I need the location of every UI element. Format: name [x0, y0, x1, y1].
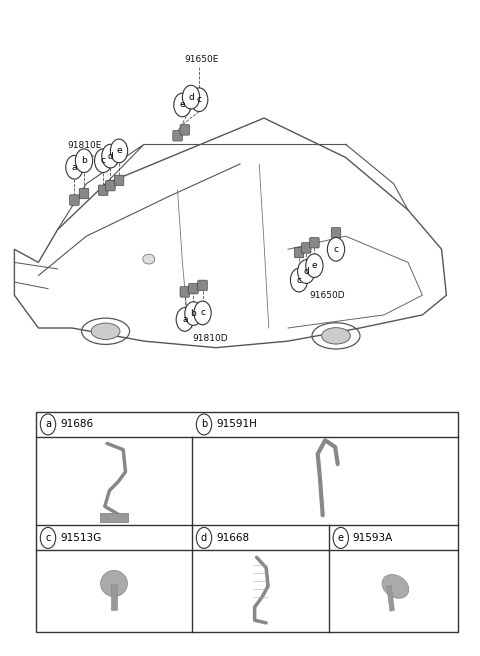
Circle shape	[306, 254, 323, 277]
Text: a: a	[182, 315, 188, 324]
Circle shape	[40, 414, 56, 435]
FancyBboxPatch shape	[198, 280, 207, 291]
Text: d: d	[188, 92, 194, 102]
Circle shape	[102, 144, 119, 168]
Circle shape	[196, 527, 212, 548]
Text: c: c	[297, 276, 301, 285]
Circle shape	[110, 139, 128, 163]
Ellipse shape	[322, 328, 350, 344]
Text: b: b	[201, 419, 207, 430]
Circle shape	[185, 302, 202, 325]
Text: 91686: 91686	[60, 419, 93, 430]
Circle shape	[174, 93, 191, 117]
Text: 91513G: 91513G	[60, 533, 101, 543]
Text: e: e	[312, 261, 317, 270]
FancyBboxPatch shape	[70, 195, 79, 205]
FancyBboxPatch shape	[79, 188, 89, 199]
Circle shape	[191, 88, 208, 112]
Ellipse shape	[91, 323, 120, 340]
FancyBboxPatch shape	[180, 287, 190, 297]
Ellipse shape	[101, 570, 128, 597]
Text: d: d	[303, 267, 309, 276]
Text: c: c	[200, 308, 205, 318]
Text: c: c	[45, 533, 51, 543]
Circle shape	[298, 260, 315, 283]
Text: d: d	[108, 152, 113, 161]
Circle shape	[95, 149, 112, 173]
Circle shape	[40, 527, 56, 548]
Text: b: b	[81, 156, 87, 165]
Text: d: d	[201, 533, 207, 543]
FancyBboxPatch shape	[114, 175, 124, 186]
FancyBboxPatch shape	[98, 185, 108, 195]
Ellipse shape	[382, 575, 409, 598]
Circle shape	[182, 85, 200, 109]
FancyBboxPatch shape	[301, 243, 311, 253]
Text: 91650E: 91650E	[185, 55, 219, 64]
Text: 91591H: 91591H	[216, 419, 257, 430]
Circle shape	[327, 237, 345, 261]
Text: a: a	[45, 419, 51, 430]
Text: 91810E: 91810E	[67, 140, 102, 150]
FancyBboxPatch shape	[180, 125, 190, 135]
Ellipse shape	[143, 254, 155, 264]
Circle shape	[66, 155, 83, 179]
Text: b: b	[191, 309, 196, 318]
Text: c: c	[197, 95, 202, 104]
Circle shape	[290, 268, 308, 292]
Text: c: c	[334, 245, 338, 254]
Circle shape	[176, 308, 193, 331]
Text: c: c	[101, 156, 106, 165]
FancyBboxPatch shape	[106, 180, 115, 191]
Circle shape	[196, 414, 212, 435]
Circle shape	[194, 301, 211, 325]
Circle shape	[333, 527, 348, 548]
Text: e: e	[116, 146, 122, 155]
Text: 91810D: 91810D	[192, 334, 228, 343]
Text: 91668: 91668	[216, 533, 249, 543]
Bar	[36, 412, 458, 632]
Text: 91650D: 91650D	[310, 291, 345, 300]
Circle shape	[75, 149, 93, 173]
Text: e: e	[180, 100, 185, 110]
FancyBboxPatch shape	[331, 228, 341, 238]
FancyBboxPatch shape	[310, 237, 319, 248]
FancyBboxPatch shape	[294, 247, 304, 258]
Text: a: a	[72, 163, 77, 172]
Bar	[111, 584, 117, 610]
Text: 91593A: 91593A	[353, 533, 393, 543]
FancyBboxPatch shape	[173, 131, 182, 141]
Text: e: e	[338, 533, 344, 543]
Bar	[387, 586, 395, 611]
FancyBboxPatch shape	[189, 283, 198, 294]
Bar	[100, 513, 128, 522]
